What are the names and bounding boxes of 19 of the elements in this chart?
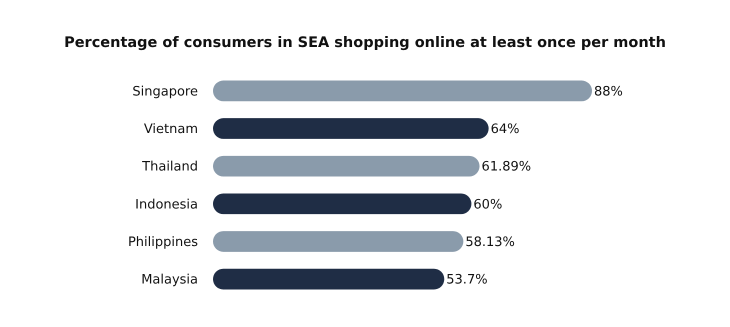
data-label: 60%: [473, 197, 502, 212]
y-tick-label: Singapore: [132, 84, 198, 100]
bar: [213, 231, 464, 252]
data-label: 53.7%: [446, 272, 488, 288]
y-tick-label: Philippines: [128, 235, 198, 250]
chart-title: Percentage of consumers in SEA shopping online at least once per month: [64, 35, 666, 51]
bar: [213, 80, 592, 102]
data-label: 61.89%: [482, 160, 532, 175]
bar: [213, 193, 472, 214]
y-tick-label: Malaysia: [141, 272, 198, 288]
bar: [213, 268, 444, 290]
y-tick-label: Thailand: [141, 160, 198, 175]
y-tick-label: Indonesia: [135, 197, 198, 212]
y-tick-label: Vietnam: [144, 122, 198, 138]
data-label: 88%: [594, 84, 623, 100]
data-label: 58.13%: [465, 235, 515, 250]
bar: [213, 156, 480, 177]
data-label: 64%: [490, 122, 520, 138]
bar: [213, 118, 489, 139]
